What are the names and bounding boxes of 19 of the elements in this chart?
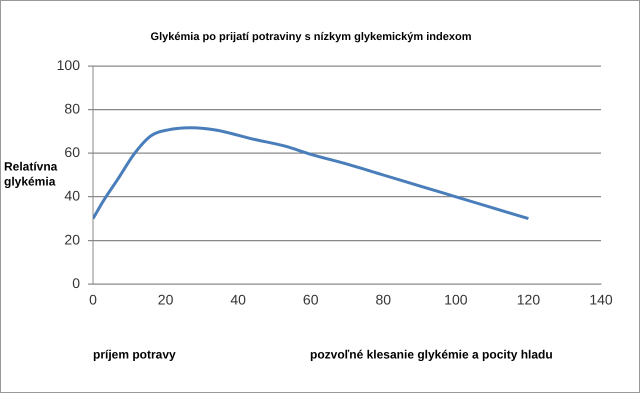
x-tick-label: 100 [444,291,468,308]
x-tick-label: 0 [89,291,98,308]
x-tick-label: 140 [589,291,613,308]
line-series [93,126,530,220]
y-tick-label: 100 [56,56,80,73]
x-tick-label: 20 [158,291,174,308]
x-tick-label: 120 [516,291,540,308]
y-tick-label: 40 [64,188,80,204]
y-tick-label: 60 [64,144,80,160]
text: príjem potravy [93,347,176,362]
y-tick-label: 80 [64,100,80,116]
y-tick-label: 20 [64,231,80,248]
text: pozvoľné klesanie glykémie a pocity hladu [310,347,553,362]
x-tick-label: 80 [375,291,392,308]
y-axis-title: Relatívna glykémia [4,159,58,188]
x-tick-label: 60 [302,291,319,308]
y-tick-label: 0 [72,274,80,291]
chart-title: Glykémia po prijatí potraviny s nízkym glykemickým indexom [150,31,472,44]
x-tick-label: 40 [230,291,246,308]
